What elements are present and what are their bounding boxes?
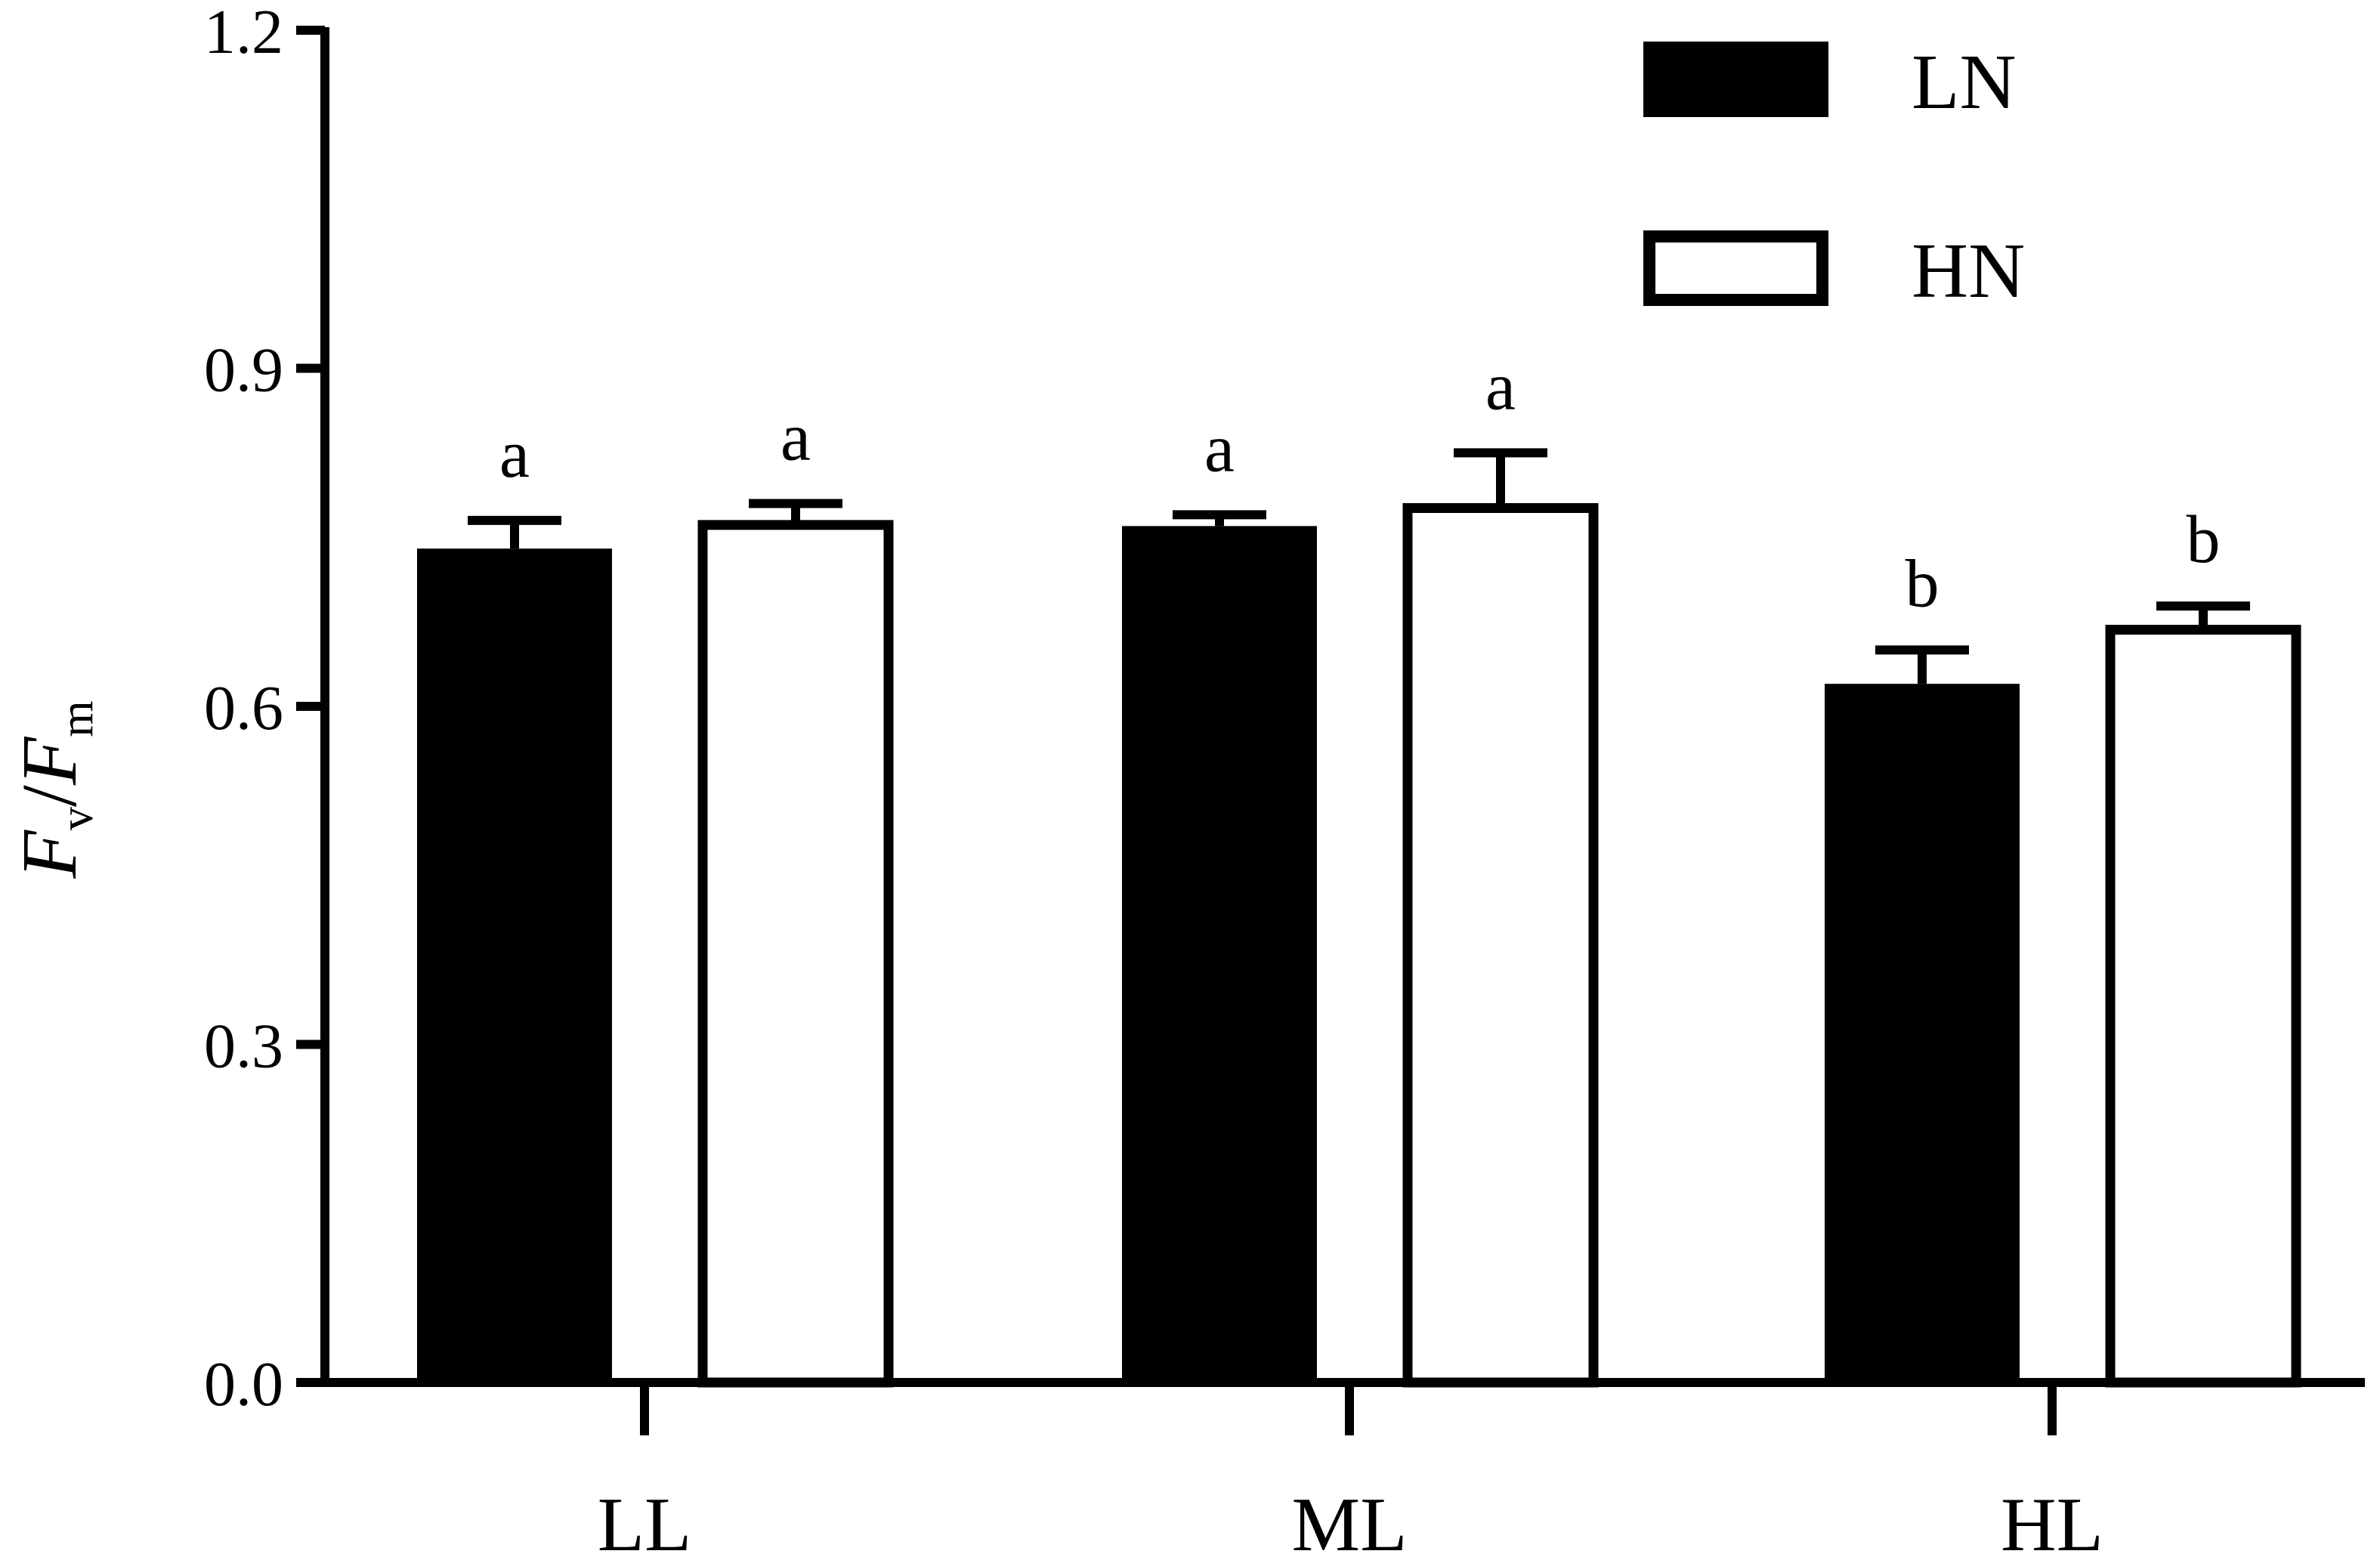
significance-letter: b: [2187, 502, 2221, 577]
bar-ln: [1825, 684, 2020, 1382]
bar-hn: [2105, 625, 2301, 1388]
y-axis-label-sub2: m: [51, 700, 103, 737]
significance-letter: a: [780, 400, 811, 475]
significance-letter: a: [1485, 349, 1516, 424]
legend-swatch-ln: [1643, 42, 1828, 117]
bar-hn: [1402, 503, 1599, 1388]
legend-label-hn: HN: [1912, 227, 2025, 314]
legend-label-ln: LN: [1912, 39, 2017, 125]
bar-hn: [697, 520, 894, 1388]
y-tick-label: 0.9: [204, 335, 283, 406]
significance-letter: b: [1906, 546, 1940, 621]
bar-ln: [417, 548, 612, 1382]
legend-swatch-hn: [1643, 230, 1828, 306]
y-axis-label-f2: F: [6, 736, 93, 786]
y-tick-label: 0.0: [204, 1349, 283, 1420]
x-tick-label: ML: [1292, 1482, 1408, 1553]
legend: LN HN: [1643, 39, 2025, 314]
bars-group: a a a a b b: [417, 349, 2301, 1388]
y-tick-label: 0.3: [204, 1012, 283, 1082]
axes-group: [320, 27, 2365, 1387]
y-axis-label: Fv/Fm: [6, 700, 103, 879]
x-tick-label: HL: [2001, 1482, 2103, 1553]
y-tick-label: 0.6: [204, 673, 283, 743]
ticks-group: 0.0 0.3 0.6 0.9 1.2 LL ML HL: [204, 0, 2103, 1557]
bar-ln: [1122, 526, 1317, 1383]
x-tick-label: LL: [598, 1482, 692, 1553]
y-axis-label-slash: /: [6, 785, 93, 807]
significance-letter: a: [1204, 411, 1235, 486]
y-tick-label: 1.2: [204, 0, 283, 67]
significance-letter: a: [499, 417, 530, 492]
y-axis-label-sub1: v: [51, 807, 103, 830]
y-axis-label-f1: F: [6, 829, 93, 879]
